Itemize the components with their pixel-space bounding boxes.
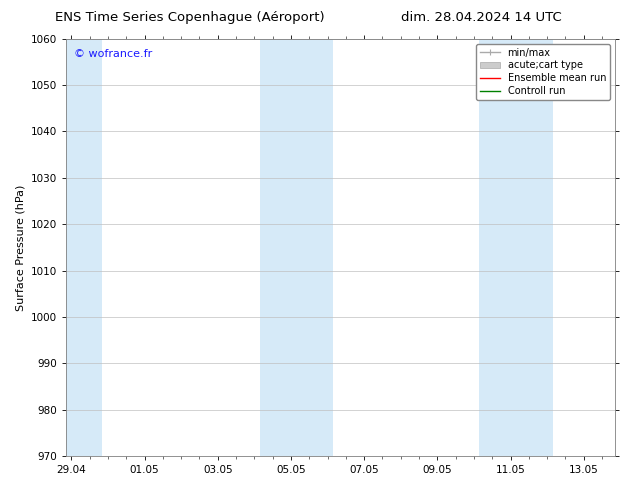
Bar bbox=[479, 39, 553, 456]
Bar bbox=[260, 39, 333, 456]
Legend: min/max, acute;cart type, Ensemble mean run, Controll run: min/max, acute;cart type, Ensemble mean … bbox=[477, 44, 610, 100]
Text: dim. 28.04.2024 14 UTC: dim. 28.04.2024 14 UTC bbox=[401, 11, 562, 24]
Text: ENS Time Series Copenhague (Aéroport): ENS Time Series Copenhague (Aéroport) bbox=[55, 11, 325, 24]
Bar bbox=[66, 39, 103, 456]
Text: © wofrance.fr: © wofrance.fr bbox=[74, 49, 152, 59]
Y-axis label: Surface Pressure (hPa): Surface Pressure (hPa) bbox=[15, 184, 25, 311]
